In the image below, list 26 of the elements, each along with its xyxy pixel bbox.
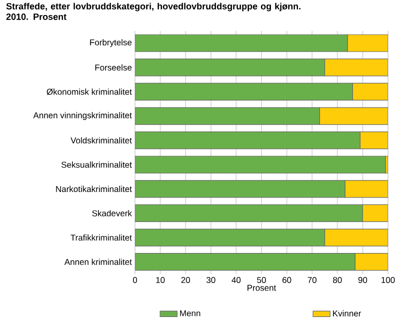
- legend-label: Kvinner: [333, 310, 362, 317]
- y-tick-label: Forbrytelse: [90, 39, 132, 48]
- y-tick-label: Annen vinningskriminalitet: [33, 112, 132, 120]
- y-tick-label: Voldskriminalitet: [70, 137, 132, 144]
- x-tick-label: 40: [232, 277, 241, 284]
- x-tick-label: 10: [156, 277, 165, 284]
- x-tick-label: 30: [206, 277, 216, 284]
- y-tick-label: Annen kriminalitet: [64, 258, 132, 266]
- x-tick-label: 20: [181, 277, 190, 284]
- x-tick-label: 100: [382, 277, 395, 284]
- x-tick-label: 70: [308, 277, 316, 284]
- y-tick-label: Seksualkriminalitet: [61, 162, 132, 168]
- x-tick-label: 50: [257, 277, 266, 284]
- x-tick-label: 0: [132, 277, 138, 284]
- chart-title: Straffede, etter lovbruddskategori, hovedlovbruddsgruppe og kjønn. 2010. Prosent: [6, 3, 300, 20]
- y-tick-label: Økonomisk kriminalitet: [46, 88, 132, 96]
- x-tick-label: 80: [333, 277, 342, 284]
- x-axis-title: Prosent: [248, 285, 276, 292]
- x-tick-label: 90: [358, 277, 368, 284]
- y-tick-label: Trafikkriminalitet: [70, 234, 132, 241]
- bar: [134, 156, 386, 174]
- x-tick-label: 60: [282, 277, 292, 284]
- y-tick-label: Skadeverk: [92, 210, 132, 217]
- y-tick-label: Forseelse: [95, 64, 132, 71]
- legend-label: Menn: [180, 310, 200, 316]
- y-tick-label: Narkotikakriminalitet: [56, 186, 132, 192]
